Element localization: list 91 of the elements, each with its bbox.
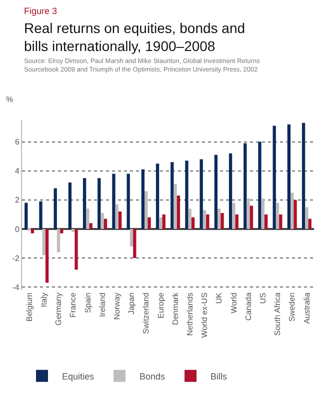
bar (112, 174, 116, 229)
bar (54, 188, 57, 229)
y-tick-label: 2 (14, 196, 20, 205)
bar (272, 126, 276, 229)
x-tick-label: Sweden (288, 292, 297, 322)
bar (294, 200, 297, 229)
legend-label: Equities (62, 371, 95, 382)
bar (60, 228, 64, 234)
bar (290, 192, 294, 229)
bar (264, 214, 268, 229)
y-tick-label: 4 (14, 166, 20, 176)
y-tick-label: -4 (12, 282, 20, 292)
bar (118, 212, 122, 229)
chart-title: Real returns on equities, bonds and bills internationally, 1900–2008 (24, 20, 246, 54)
x-tick-label: Switzerland (142, 292, 151, 334)
x-tick-label: Ireland (98, 292, 107, 318)
x-tick-label: Spain (83, 292, 92, 314)
x-tick-label: Italy (40, 292, 48, 308)
x-tick-label: South Africa (273, 292, 282, 336)
bar (68, 182, 72, 229)
bar (206, 214, 210, 229)
bar (246, 198, 250, 229)
bar (279, 214, 282, 229)
x-tick-label: Europe (156, 292, 166, 318)
bar (86, 208, 90, 229)
bar (214, 154, 218, 229)
x-tick-label: Japan (127, 292, 136, 314)
bar (45, 228, 49, 283)
bar (162, 214, 166, 229)
bar (126, 174, 130, 229)
bar (250, 206, 254, 229)
bar (100, 212, 104, 229)
bar (133, 228, 136, 258)
bar (218, 208, 221, 229)
x-tick-label: France (68, 292, 78, 318)
x-tick-label: Netherlands (186, 292, 194, 336)
x-tick-label: UK (214, 292, 224, 304)
bar (244, 143, 247, 229)
caption: Figure 3 (24, 6, 58, 16)
legend-label: Bonds (140, 371, 166, 382)
bar (276, 202, 280, 229)
bar (141, 169, 145, 229)
bar (302, 122, 306, 229)
bar (115, 204, 118, 229)
bar (156, 164, 160, 229)
bar (148, 217, 151, 229)
x-tick-label: US (258, 292, 268, 304)
bar (130, 228, 134, 246)
x-tick-label: World (229, 292, 238, 314)
bar (220, 212, 224, 229)
bar (232, 202, 236, 229)
bar (144, 191, 148, 229)
bar (235, 214, 238, 229)
bar (185, 160, 188, 229)
bar (261, 198, 264, 229)
bar (228, 153, 232, 229)
bar (188, 208, 192, 229)
bar (56, 228, 60, 252)
y-axis-title: % (6, 95, 14, 104)
x-tick-label: Germany (54, 292, 64, 326)
x-tick-label: Norway (112, 292, 122, 320)
bar (39, 201, 42, 229)
bar (287, 124, 291, 229)
bar (202, 210, 206, 229)
y-tick-label: 6 (14, 138, 20, 147)
bar (170, 162, 174, 229)
y-tick-label: -2 (12, 254, 20, 263)
bar (42, 228, 46, 256)
bar (159, 217, 162, 229)
bar (72, 228, 75, 232)
bar (174, 184, 177, 229)
bar (30, 228, 34, 234)
bar (176, 196, 180, 229)
x-tick-label: Belgium (24, 292, 34, 322)
bar (74, 228, 78, 270)
bar (104, 218, 108, 229)
bar (24, 202, 28, 229)
bar (89, 223, 92, 229)
bar (191, 217, 195, 229)
bar (308, 218, 312, 229)
bar (305, 207, 308, 229)
x-tick-label: Denmark (170, 292, 180, 326)
bar (200, 159, 203, 229)
y-tick-label: 0 (14, 224, 20, 234)
legend-label: Bills (210, 371, 228, 382)
bar (82, 178, 86, 229)
x-tick-label: Australia (302, 292, 312, 324)
x-tick-label: Canada (244, 292, 253, 321)
bar (98, 178, 101, 229)
x-tick-label: World ex-US (200, 292, 210, 338)
bar (258, 142, 262, 229)
